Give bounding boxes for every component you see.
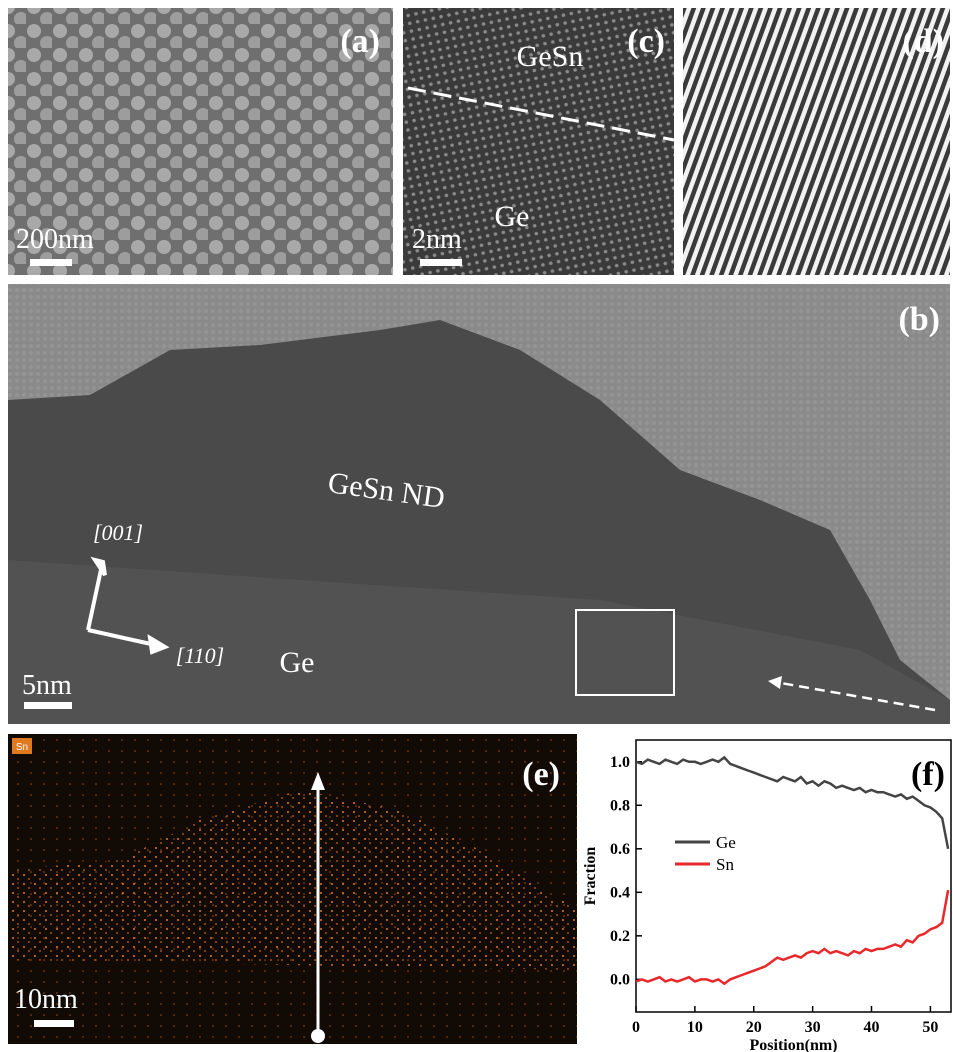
x-tick-label: 20 — [746, 1019, 762, 1036]
y-tick-label: 1.0 — [610, 754, 630, 771]
panel-label: (b) — [898, 301, 940, 338]
y-tick-label: 0.4 — [610, 884, 630, 901]
direction-label: [110] — [176, 643, 225, 668]
y-tick-label: 0.6 — [610, 841, 630, 858]
x-tick-label: 10 — [687, 1019, 703, 1036]
panel-label: (e) — [522, 756, 560, 793]
figure: (a) 200nm (c) GeSn Ge 2nm (d) (b) GeSn N… — [0, 0, 953, 1052]
y-tick-label: 0.8 — [610, 797, 630, 814]
legend-label: Ge — [716, 833, 736, 852]
scale-bar-label: 200nm — [16, 224, 94, 255]
scale-bar — [30, 259, 72, 266]
y-tick-label: 0.0 — [610, 971, 630, 988]
direction-label: [001] — [93, 520, 143, 545]
panel-e: Sn (e) 10nm — [8, 734, 577, 1044]
panel-a: (a) 200nm — [8, 8, 393, 275]
substrate-label: Ge — [280, 646, 315, 679]
element-label: Sn — [16, 742, 28, 753]
x-tick-label: 40 — [864, 1019, 880, 1036]
scale-bar-label: 5nm — [22, 670, 72, 701]
x-axis-label: Position(nm) — [750, 1037, 838, 1052]
scale-bar-label: 10nm — [14, 984, 78, 1015]
panel-d: (d) — [683, 8, 950, 275]
panel-c: (c) GeSn Ge 2nm — [403, 8, 674, 275]
legend-label: Sn — [716, 855, 734, 874]
y-tick-label: 0.2 — [610, 928, 630, 945]
panel-label: (c) — [627, 23, 665, 60]
layer-label: GeSn — [517, 40, 584, 73]
layer-label: Ge — [495, 200, 530, 233]
x-tick-label: 50 — [922, 1019, 938, 1036]
panel-label: (f) — [911, 756, 945, 793]
x-tick-label: 0 — [632, 1019, 640, 1036]
scale-bar — [24, 702, 72, 709]
panel-label: (a) — [340, 23, 380, 60]
x-tick-label: 30 — [805, 1019, 821, 1036]
panel-f: 0 10 20 30 40 50 0.0 0.2 0.4 0.6 0.8 1.0 Position(nm… — [582, 740, 951, 1052]
scale-bar — [420, 259, 462, 266]
panel-b: (b) GeSn ND [001] [110] Ge 5nm — [8, 284, 950, 724]
panel-label: (d) — [902, 23, 944, 60]
scale-bar-label: 2nm — [412, 224, 462, 255]
scale-bar — [34, 1020, 74, 1027]
y-axis-label: Fraction — [582, 847, 599, 906]
